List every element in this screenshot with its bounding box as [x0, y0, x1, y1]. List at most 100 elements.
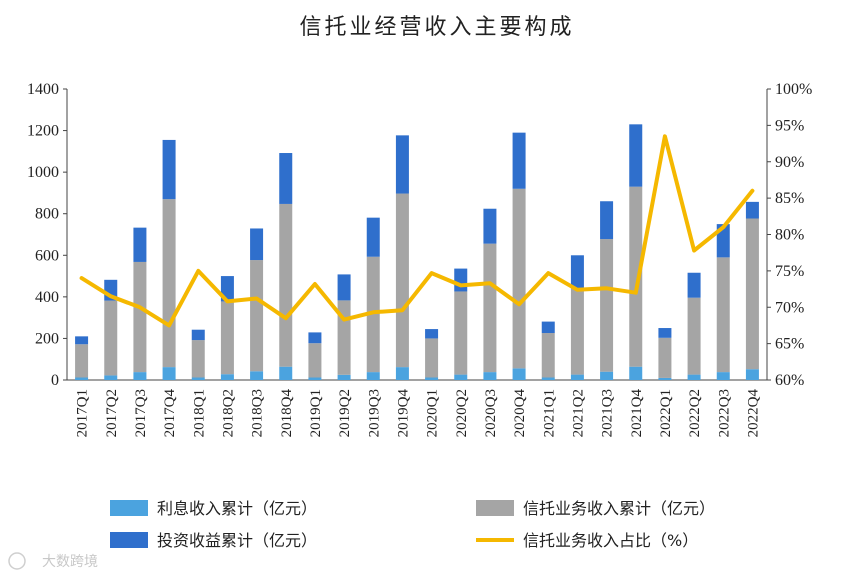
- right-tick-label: 75%: [775, 263, 804, 280]
- legend-swatch-investment: [110, 532, 148, 548]
- ratio-line-path: [79, 134, 755, 328]
- legend-swatch-interest: [110, 500, 148, 516]
- ratio-point-2020Q2: [459, 283, 463, 287]
- bar-investment-2017Q4: [162, 139, 176, 200]
- bar-interest-2019Q2: [337, 374, 351, 380]
- bar-trust-business-2021Q4: [629, 186, 643, 367]
- bar-trust-business-2022Q2: [687, 297, 701, 375]
- bar-investment-2022Q3: [716, 224, 730, 258]
- ratio-point-2022Q3: [721, 225, 725, 229]
- bar-investment-2022Q1: [658, 328, 672, 338]
- right-tick-label: 80%: [775, 227, 804, 244]
- right-tick-label: 100%: [775, 81, 812, 98]
- left-tick-label: 1000: [27, 164, 59, 181]
- bar-interest-2018Q1: [191, 377, 205, 380]
- x-tick-label: 2021Q4: [629, 389, 645, 438]
- ratio-point-2019Q2: [342, 318, 346, 322]
- legend-swatch-trust-business: [476, 500, 514, 516]
- bar-interest-2019Q3: [366, 372, 380, 380]
- bar-investment-2019Q1: [308, 332, 322, 344]
- legend: 利息收入累计（亿元） 信托业务收入累计（亿元） 投资收益累计（亿元） 信托业务收入占比…: [110, 499, 715, 550]
- x-tick-label: 2018Q4: [279, 389, 295, 438]
- ratio-point-2017Q1: [80, 276, 84, 280]
- x-tick-labels: 2017Q1 2017Q2 2017Q3 2017Q4 2018Q1 2018Q2 2018…: [75, 389, 762, 438]
- ratio-point-2019Q3: [371, 310, 375, 314]
- x-tick-label: 2017Q3: [133, 389, 149, 437]
- x-tick-label: 2018Q1: [191, 389, 207, 437]
- bar-interest-2018Q3: [250, 371, 264, 380]
- bar-interest-2017Q2: [104, 375, 118, 380]
- left-tick-label: 600: [35, 247, 59, 264]
- bar-trust-business-2017Q3: [133, 261, 147, 373]
- bar-investment-2020Q3: [483, 208, 497, 244]
- x-tick-label: 2019Q1: [308, 389, 324, 437]
- ratio-point-2020Q4: [517, 302, 521, 306]
- bar-interest-2017Q1: [75, 377, 89, 380]
- bar-investment-2017Q3: [133, 227, 147, 262]
- ratio-point-2019Q4: [400, 308, 404, 312]
- right-tick-label: 90%: [775, 154, 804, 171]
- ratio-point-2021Q2: [575, 288, 579, 292]
- bar-interest-2020Q4: [512, 368, 526, 380]
- x-tick-label: 2019Q4: [395, 389, 411, 438]
- bar-investment-2021Q2: [570, 255, 584, 289]
- bar-trust-business-2017Q4: [162, 199, 176, 368]
- bar-investment-2022Q2: [687, 272, 701, 298]
- x-tick-label: 2018Q3: [250, 389, 266, 437]
- bar-trust-business-2017Q1: [75, 344, 89, 378]
- left-tick-label: 1200: [27, 123, 59, 140]
- bar-trust-business-2022Q1: [658, 337, 672, 378]
- x-tick-label: 2019Q2: [337, 389, 353, 437]
- bar-interest-2017Q3: [133, 372, 147, 380]
- bar-trust-business-2021Q1: [541, 333, 555, 378]
- ratio-point-2018Q3: [255, 297, 259, 301]
- x-tick-label: 2021Q3: [600, 389, 616, 437]
- bar-interest-2020Q2: [454, 374, 468, 380]
- bar-trust-business-2019Q1: [308, 343, 322, 378]
- ratio-point-2022Q1: [663, 134, 667, 138]
- right-tick-label: 95%: [775, 117, 804, 134]
- bar-interest-2021Q3: [600, 371, 614, 380]
- bar-trust-business-2020Q2: [454, 291, 468, 375]
- ratio-point-2017Q2: [109, 294, 113, 298]
- chart-title: 信托业经营收入主要构成: [299, 15, 574, 40]
- x-tick-label: 2017Q4: [162, 389, 178, 438]
- bar-trust-business-2020Q4: [512, 188, 526, 369]
- bar-trust-business-2020Q3: [483, 243, 497, 373]
- bar-trust-business-2020Q1: [425, 338, 439, 378]
- x-tick-label: 2020Q3: [483, 389, 499, 437]
- bar-interest-2020Q3: [483, 372, 497, 380]
- ratio-point-2018Q1: [196, 269, 200, 273]
- bar-interest-2018Q4: [279, 366, 293, 380]
- ratio-point-2021Q3: [605, 286, 609, 290]
- bar-trust-business-2018Q1: [191, 340, 205, 378]
- ratio-point-2017Q4: [167, 323, 171, 327]
- ratio-point-2021Q4: [634, 291, 638, 295]
- bar-trust-business-2022Q3: [716, 257, 730, 373]
- bar-investment-2018Q3: [250, 228, 264, 261]
- ratio-point-2021Q1: [546, 271, 550, 275]
- bar-investment-2021Q3: [600, 201, 614, 240]
- left-tick-label: 0: [51, 372, 59, 389]
- legend-label: 信托业务收入累计（亿元）: [523, 499, 715, 518]
- x-tick-label: 2020Q1: [425, 389, 441, 437]
- left-tick-label: 400: [35, 289, 59, 306]
- bars: [75, 124, 759, 380]
- axes: 0 200 400 600 800 1000 1200 1400 60% 65% 70% 75% 80%…: [27, 81, 812, 389]
- x-tick-label: 2019Q3: [366, 389, 382, 437]
- ratio-point-2018Q4: [284, 316, 288, 320]
- legend-label: 利息收入累计（亿元）: [157, 499, 317, 518]
- bar-investment-2021Q1: [541, 321, 555, 334]
- right-tick-label: 60%: [775, 372, 804, 389]
- watermark-logo-icon: [8, 552, 26, 570]
- x-tick-label: 2022Q3: [716, 389, 732, 437]
- bar-investment-2022Q4: [745, 201, 759, 219]
- ratio-point-2020Q1: [430, 271, 434, 275]
- bar-interest-2019Q1: [308, 377, 322, 380]
- ratio-point-2017Q3: [138, 305, 142, 309]
- bar-trust-business-2018Q2: [220, 301, 234, 375]
- bar-investment-2018Q4: [279, 153, 293, 204]
- bar-interest-2021Q4: [629, 366, 643, 380]
- left-tick-label: 200: [35, 330, 59, 347]
